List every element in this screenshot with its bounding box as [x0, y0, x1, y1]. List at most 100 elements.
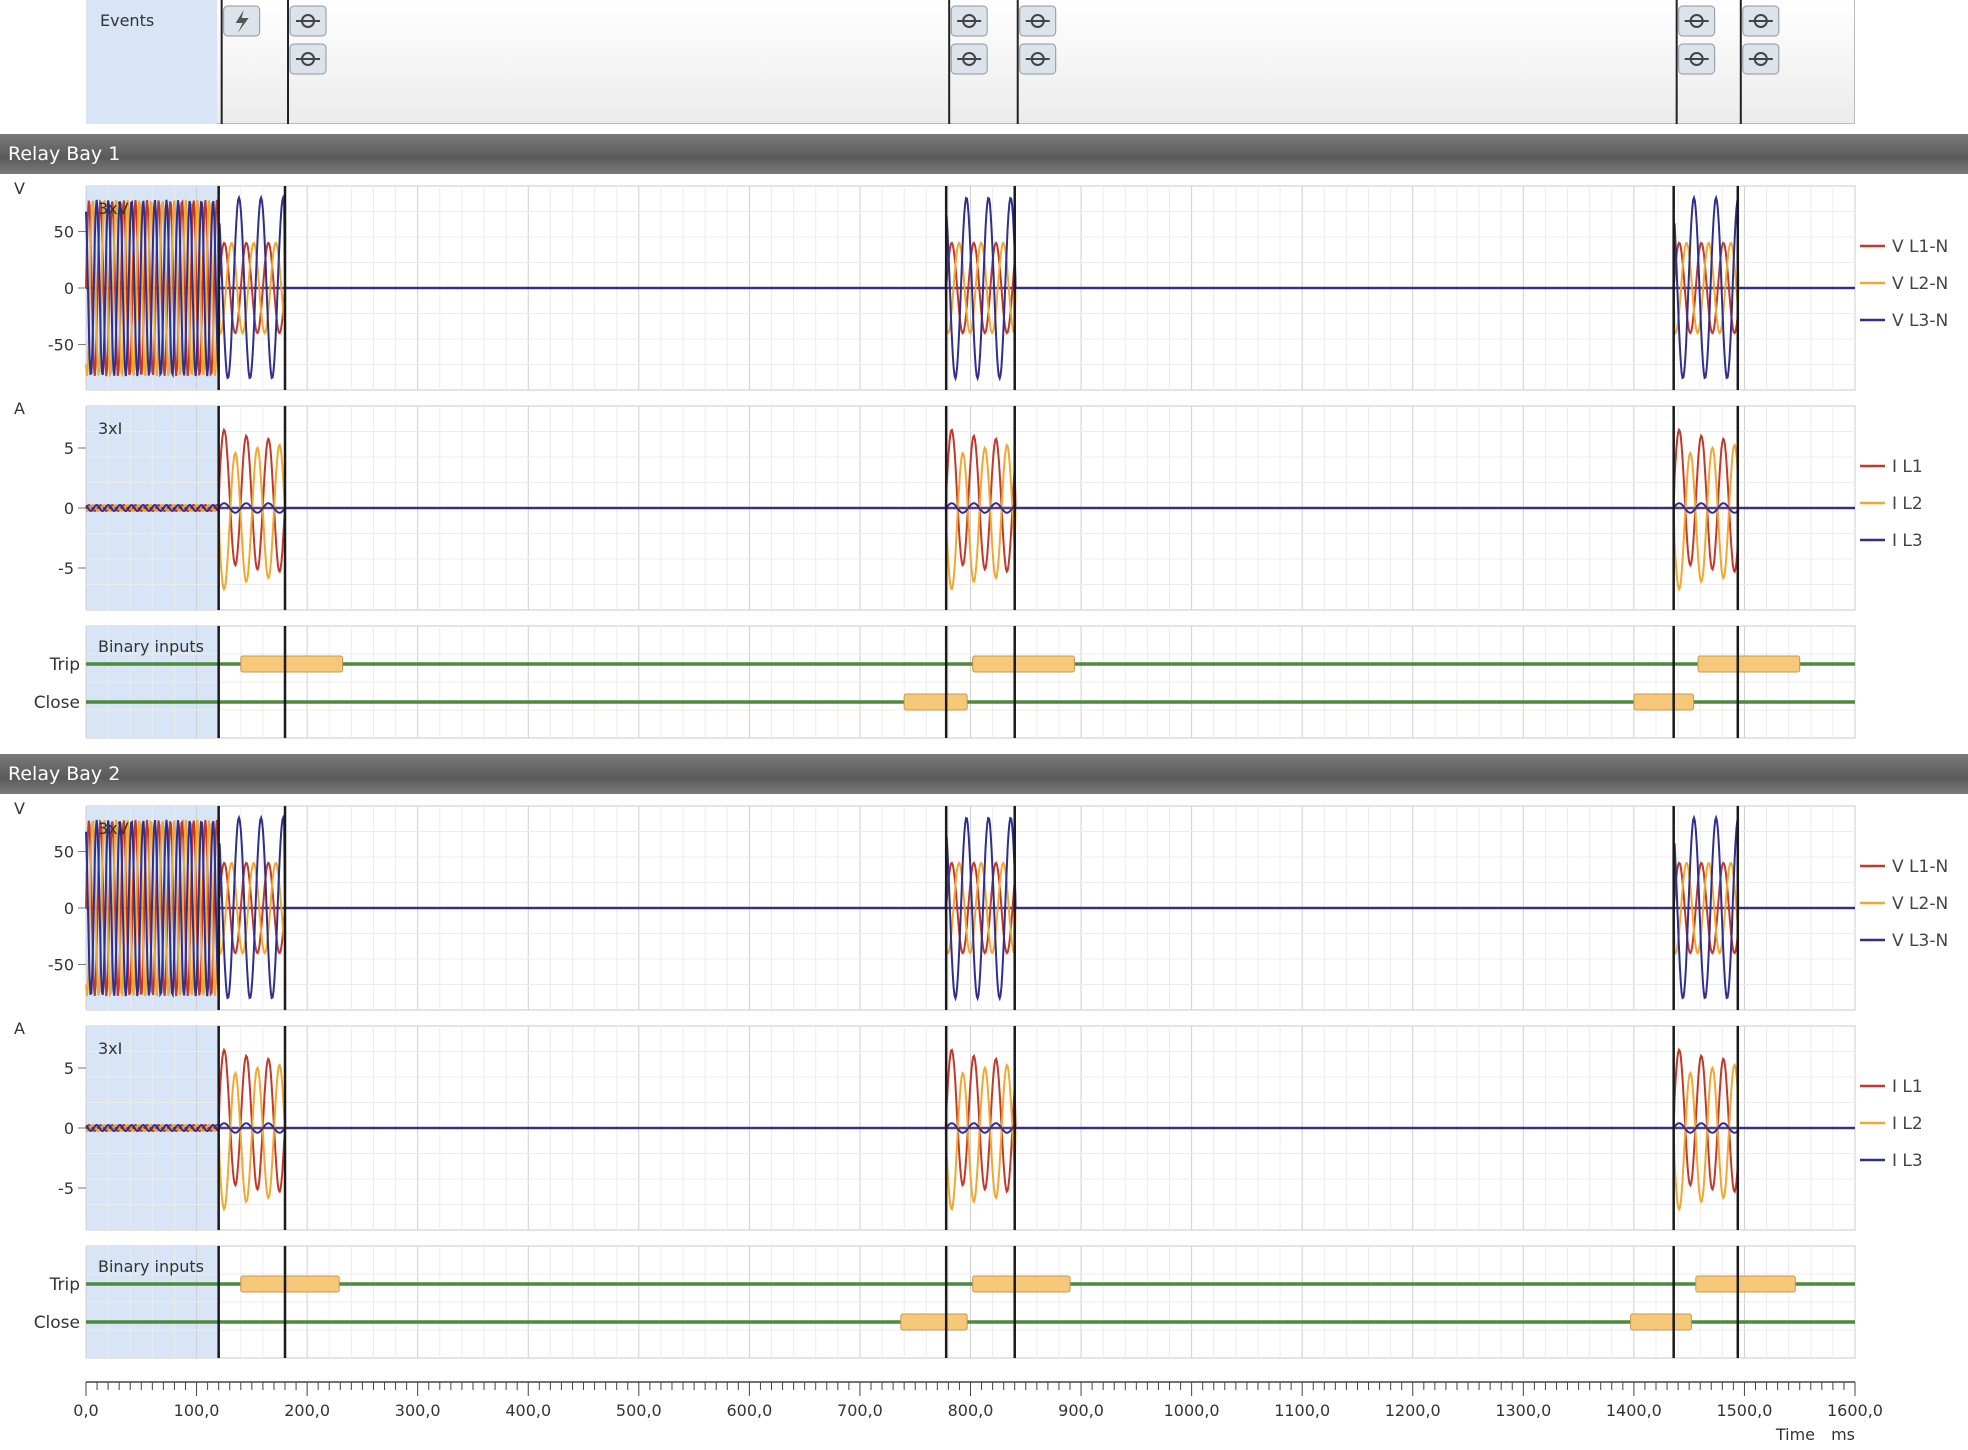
current-trace-i-l2 [85, 1062, 1855, 1212]
relay-flag-icon[interactable] [1019, 43, 1057, 75]
voltage-tag: 3xV [98, 199, 129, 218]
relay-flag-icon[interactable] [289, 5, 327, 37]
binary-pulse[interactable] [240, 1275, 340, 1293]
relay-flag-icon[interactable] [289, 43, 327, 75]
current-tag: 3xI [98, 1039, 122, 1058]
relay-flag-icon[interactable] [950, 5, 988, 37]
time-tick-label: 1000,0 [1164, 1401, 1220, 1420]
voltage-trace-v-l2-n [85, 819, 1855, 999]
voltage-panel-bay-2[interactable]: V 50 0 -50 3xV V L1-N V L2-N V L3-N [14, 799, 1948, 1011]
events-label: Events [100, 11, 154, 30]
events-track[interactable]: Events [86, 0, 1855, 124]
binary-tag: Binary inputs [98, 637, 204, 656]
current-trace-i-l2 [85, 442, 1855, 592]
current-trace-i-l3 [85, 502, 1855, 514]
voltage-plot-area[interactable] [85, 185, 1856, 391]
voltage-plot-area[interactable] [85, 805, 1856, 1011]
legend-v-l2-n: V L2-N [1892, 274, 1948, 294]
time-tick-label: 500,0 [616, 1401, 662, 1420]
relay-flag-icon[interactable] [1678, 43, 1716, 75]
current-trace-i-l1 [85, 427, 1855, 574]
legend-i-l1: I L1 [1892, 1077, 1923, 1097]
voltage-tick-label: -50 [48, 955, 74, 974]
legend-i-l1: I L1 [1892, 457, 1923, 477]
bay-1-header[interactable]: Relay Bay 1 [0, 134, 1968, 174]
relay-flag-icon[interactable] [950, 43, 988, 75]
prefault-shade [86, 806, 219, 1010]
binary-pulse[interactable] [240, 655, 344, 673]
bay-2-header[interactable]: Relay Bay 2 [0, 754, 1968, 794]
voltage-tick-label: -50 [48, 335, 74, 354]
binary-pulse[interactable] [900, 1313, 968, 1331]
binary-pulse[interactable] [1633, 693, 1695, 711]
binary-plot-area[interactable] [85, 1245, 1856, 1359]
current-tick-label: -5 [58, 559, 74, 578]
voltage-tick-label: 50 [54, 843, 74, 862]
current-unit-label: A [14, 1019, 25, 1038]
current-panel-bay-1[interactable]: A 5 0 -5 3xI I L1 I L2 I L3 [14, 399, 1923, 611]
time-tick-label: 800,0 [948, 1401, 994, 1420]
time-tick-label: 600,0 [726, 1401, 772, 1420]
legend-i-l3: I L3 [1892, 1151, 1923, 1171]
current-plot-area[interactable] [85, 1025, 1856, 1231]
relay-flag-icon[interactable] [1678, 5, 1716, 37]
current-panel-bay-2[interactable]: A 5 0 -5 3xI I L1 I L2 I L3 [14, 1019, 1923, 1231]
legend-v-l1-n: V L1-N [1892, 237, 1948, 257]
binary-pulse[interactable] [1697, 655, 1801, 673]
prefault-shade [86, 1246, 219, 1358]
legend-i-l3: I L3 [1892, 531, 1923, 551]
current-tick-label: 5 [64, 439, 74, 458]
legend-v-l1-n: V L1-N [1892, 857, 1948, 877]
relay-flag-icon[interactable] [1742, 5, 1780, 37]
time-tick-label: 200,0 [284, 1401, 330, 1420]
voltage-tag: 3xV [98, 819, 129, 838]
lightning-icon[interactable] [223, 5, 261, 37]
time-tick-label: 1500,0 [1716, 1401, 1772, 1420]
voltage-tick-label: 0 [64, 279, 74, 298]
binary-panel-bay-2[interactable]: Binary inputs Trip Close [34, 1245, 1856, 1359]
lightning-glyph [235, 10, 249, 33]
time-tick-label: 1400,0 [1606, 1401, 1662, 1420]
relay-flag-icon[interactable] [1019, 5, 1057, 37]
voltage-tick-label: 0 [64, 899, 74, 918]
time-tick-label: 1300,0 [1495, 1401, 1551, 1420]
events-track-canvas[interactable]: Events [86, 0, 1855, 124]
current-tick-label: -5 [58, 1179, 74, 1198]
current-trace-i-l1 [85, 1047, 1855, 1194]
prefault-shade [86, 626, 219, 738]
voltage-unit-label: V [14, 799, 25, 818]
prefault-shade [86, 1026, 219, 1230]
binary-pulse[interactable] [903, 693, 968, 711]
binary-plot-area[interactable] [85, 625, 1856, 739]
binary-tag: Binary inputs [98, 1257, 204, 1276]
legend-i-l2: I L2 [1892, 1114, 1923, 1134]
binary-label-trip: Trip [49, 1275, 80, 1295]
time-tick-label: 1200,0 [1385, 1401, 1441, 1420]
voltage-unit-label: V [14, 179, 25, 198]
time-tick-label: 400,0 [505, 1401, 551, 1420]
relay-flag-icon[interactable] [1742, 43, 1780, 75]
binary-label-close: Close [34, 693, 80, 713]
time-tick-label: 700,0 [837, 1401, 883, 1420]
prefault-shade [86, 406, 219, 610]
voltage-trace-v-l3-n [85, 814, 1855, 1002]
time-tick-label: 100,0 [174, 1401, 220, 1420]
voltage-trace-v-l1-n [85, 819, 1855, 997]
time-tick-label: 0,0 [73, 1401, 98, 1420]
binary-label-close: Close [34, 1313, 80, 1333]
binary-pulse[interactable] [1630, 1313, 1692, 1331]
binary-pulse[interactable] [1695, 1275, 1796, 1293]
voltage-panel-bay-1[interactable]: V 50 0 -50 3xV V L1-N V L2-N V L3-N [14, 179, 1948, 391]
legend-v-l3-n: V L3-N [1892, 931, 1948, 951]
current-plot-area[interactable] [85, 405, 1856, 611]
legend-i-l2: I L2 [1892, 494, 1923, 514]
current-tick-label: 0 [64, 499, 74, 518]
time-axis-unit: ms [1831, 1425, 1855, 1444]
legend-v-l2-n: V L2-N [1892, 894, 1948, 914]
voltage-trace-v-l2-n [85, 199, 1855, 379]
binary-pulse[interactable] [972, 1275, 1071, 1293]
current-tick-label: 5 [64, 1059, 74, 1078]
binary-panel-bay-1[interactable]: Binary inputs Trip Close [34, 625, 1856, 739]
binary-pulse[interactable] [972, 655, 1075, 673]
